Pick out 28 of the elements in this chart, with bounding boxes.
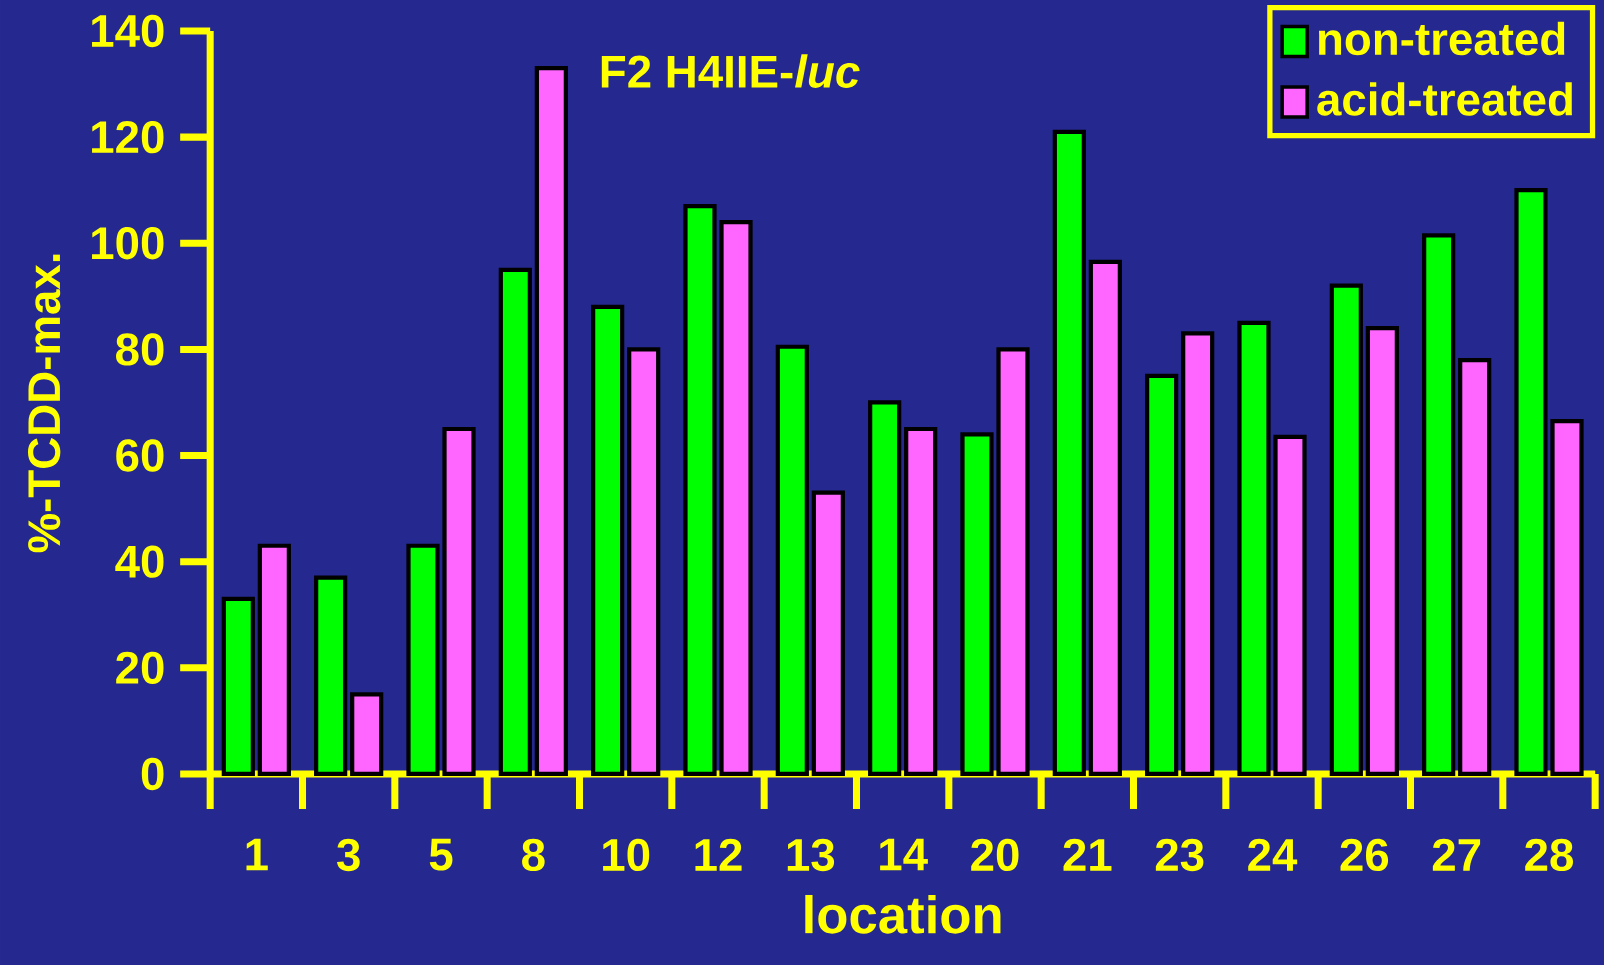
x-tick-label: 1 bbox=[246, 838, 268, 871]
x-axis-title: location bbox=[805, 894, 1001, 934]
x-tick-label: 27 bbox=[1432, 838, 1481, 871]
x-tick-label: 23 bbox=[1155, 838, 1204, 872]
y-tick-label: 60 bbox=[116, 439, 164, 472]
legend-label: non-treated bbox=[1319, 21, 1565, 56]
x-tick-label: 8 bbox=[522, 838, 545, 872]
y-tick-label: 80 bbox=[116, 333, 164, 366]
x-tick-label: 12 bbox=[695, 838, 742, 871]
x-tick-label: 28 bbox=[1525, 838, 1574, 872]
x-tick-label: 5 bbox=[429, 838, 453, 871]
x-tick-label: 20 bbox=[971, 838, 1019, 872]
y-tick-label: 40 bbox=[115, 545, 164, 578]
x-tick-label: 26 bbox=[1340, 838, 1389, 872]
y-tick-label: 140 bbox=[92, 14, 164, 48]
x-tick-label: 14 bbox=[880, 838, 928, 871]
y-tick-label: 0 bbox=[141, 757, 164, 791]
x-tick-label: 10 bbox=[603, 838, 650, 872]
x-tick-label: 24 bbox=[1248, 838, 1298, 871]
x-tick-label: 21 bbox=[1063, 838, 1112, 871]
y-tick-label: 20 bbox=[116, 651, 164, 685]
x-tick-label: 13 bbox=[787, 838, 835, 872]
y-tick-label: 100 bbox=[92, 227, 164, 260]
y-axis-title: %-TCDD-max. bbox=[28, 254, 61, 553]
x-tick-label: 3 bbox=[337, 838, 360, 872]
chart-title: F2 H4IIE-luc bbox=[601, 54, 860, 88]
legend-label: acid-treated bbox=[1317, 82, 1572, 116]
y-tick-label: 120 bbox=[92, 120, 164, 154]
